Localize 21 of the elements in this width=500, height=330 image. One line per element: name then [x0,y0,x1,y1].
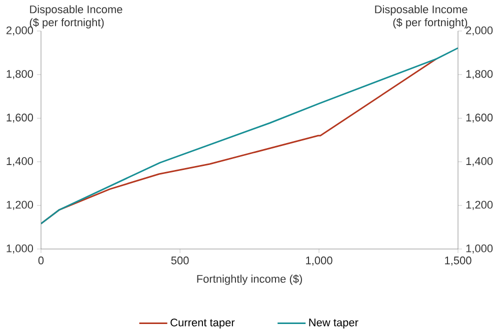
x-axis-title: Fortnightly income ($) [197,274,302,285]
y-tick-label: 1,600 [6,114,34,123]
y2-tick-label: 1,600 [466,114,493,123]
y-tick-label: 1,400 [6,157,34,166]
x-tick-label: 1,000 [306,256,332,266]
legend-label: Current taper [170,318,235,329]
y2-tick-label: 2,000 [466,26,493,36]
y-tick-label: 1,800 [6,70,34,80]
x-tick-label: 0 [38,256,44,264]
y2-tick-label: 1,800 [466,70,493,80]
legend-label: New taper [309,318,358,328]
y-tick-label: 1,000 [6,244,34,254]
y2-tick-label: 1,000 [466,244,493,254]
y2-tick-label: 1,400 [466,157,493,166]
y-tick-label: 2,000 [6,26,34,36]
x-tick-label: 500 [171,256,189,264]
y-tick-label: 1,200 [6,200,34,210]
y2-axis-title: Disposable Income ($ per fortnight) [375,5,468,28]
y2-tick-label: 1,200 [466,200,493,210]
x-tick-label: 1,500 [445,256,472,266]
y-axis-title: Disposable Income ($ per fortnight) [30,5,122,28]
